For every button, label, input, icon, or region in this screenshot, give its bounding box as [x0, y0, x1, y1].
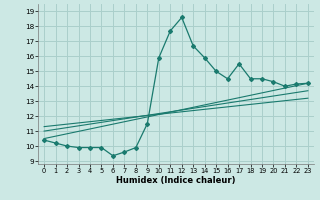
X-axis label: Humidex (Indice chaleur): Humidex (Indice chaleur)	[116, 176, 236, 185]
